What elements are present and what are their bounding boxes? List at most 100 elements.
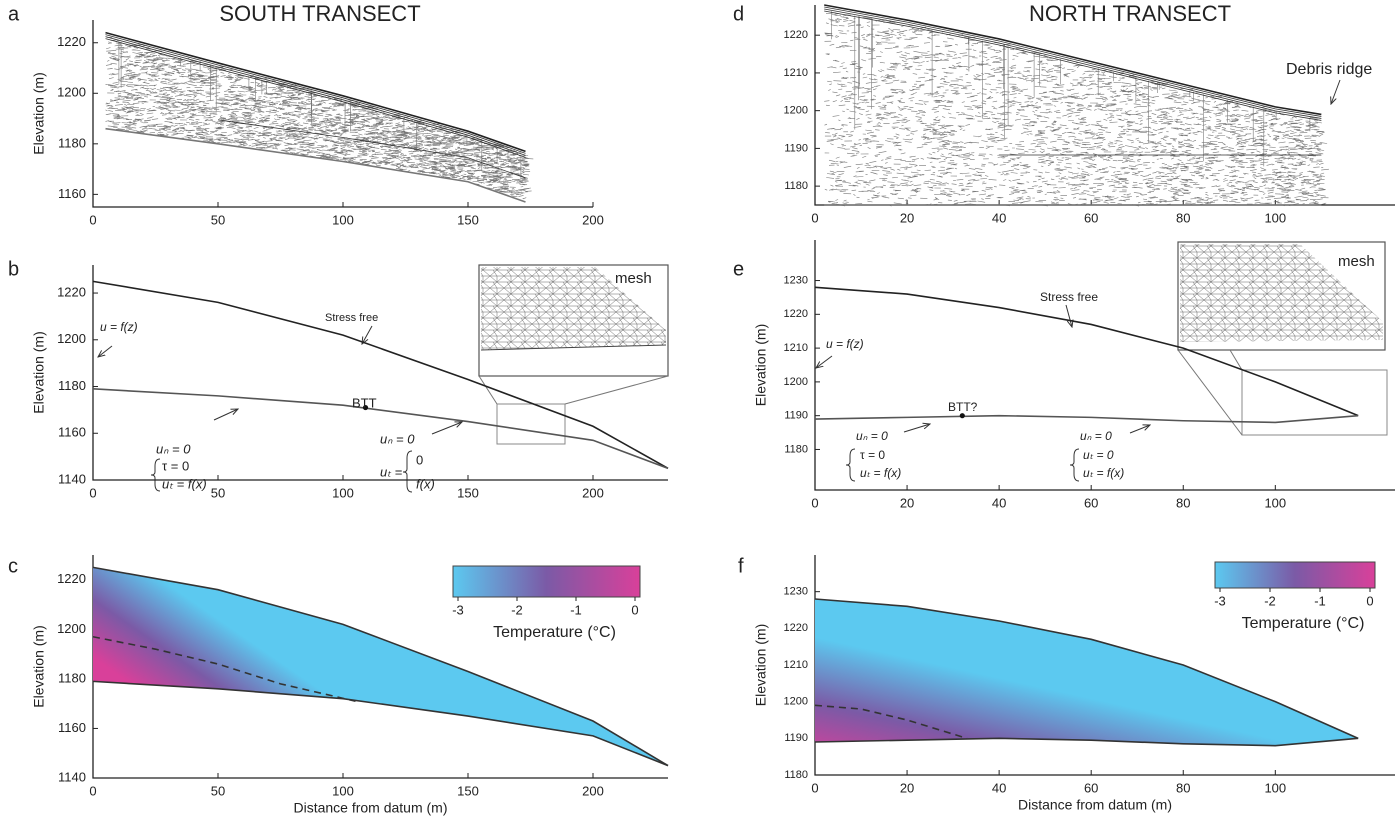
panel-label: e (733, 258, 744, 280)
radar-reflectors (105, 34, 526, 179)
y-axis-label: Elevation (m) (31, 331, 47, 413)
y-tick-label: 1210 (784, 659, 808, 671)
x-tick-label: 0 (811, 780, 818, 795)
temperature-field (815, 599, 1359, 746)
y-tick-label: 1190 (784, 732, 808, 744)
y-tick-label: 1180 (784, 180, 808, 192)
x-tick-label: 150 (457, 485, 479, 500)
annotation: u = f(z) (100, 320, 138, 334)
x-tick-label: 80 (1176, 210, 1190, 225)
annotation: Stress free (325, 312, 378, 324)
y-tick-label: 1180 (784, 769, 808, 781)
y-tick-label: 1160 (58, 186, 86, 201)
btt-point (959, 413, 965, 419)
x-tick-label: 50 (211, 783, 225, 798)
boundary-line (92, 566, 669, 767)
x-tick-label: 20 (900, 495, 914, 510)
y-tick-label: 1200 (784, 696, 808, 708)
radar-texture (105, 37, 534, 200)
panel-label: f (738, 555, 744, 577)
panel: a SOUTH TRANSECT Elevation (m) 0 50 100 150 200… (8, 1, 604, 228)
x-tick-label: 150 (457, 212, 479, 227)
temperature-field (93, 567, 668, 766)
x-tick-label: 40 (992, 495, 1006, 510)
y-tick-label: 1180 (58, 135, 86, 150)
x-tick-label: 200 (582, 485, 604, 500)
y-tick-label: 1160 (58, 720, 86, 735)
panel-title: NORTH TRANSECT (1029, 1, 1231, 26)
y-tick-label: 1180 (58, 670, 86, 685)
y-tick-label: 1220 (57, 284, 86, 299)
y-axis-label: Elevation (m) (31, 625, 47, 707)
panel: f Elevation (m) Distance from datum (m) 0 20… (738, 555, 1395, 813)
annotation: uₙ = 0 (1080, 429, 1112, 443)
boundary-line (824, 4, 1322, 116)
colorbar (452, 565, 641, 598)
x-tick-label: 100 (1264, 210, 1286, 225)
annotation: BTT (352, 395, 377, 410)
colorbar-label: Temperature (°C) (1242, 615, 1365, 632)
annotation: mesh (615, 270, 652, 287)
colorbar-tick-label: -2 (1264, 593, 1276, 608)
annotation: mesh (1338, 253, 1375, 270)
boundary-line (105, 31, 526, 153)
x-tick-label: 60 (1084, 495, 1098, 510)
colorbar-label: Temperature (°C) (493, 624, 616, 641)
boundary-line (105, 127, 526, 203)
boundary-line (92, 280, 669, 470)
boundary-line (814, 414, 1359, 424)
x-tick-label: 50 (211, 485, 225, 500)
boundary-line (814, 737, 1359, 747)
y-axis-label: Elevation (m) (753, 624, 769, 706)
annotation: uₜ = f(x) (1083, 466, 1124, 480)
x-tick-label: 100 (332, 485, 354, 500)
x-tick-label: 0 (811, 210, 818, 225)
x-tick-label: 60 (1084, 780, 1098, 795)
btt-point (362, 404, 369, 411)
colorbar (1214, 561, 1376, 589)
x-tick-label: 0 (811, 495, 818, 510)
y-tick-label: 1210 (784, 67, 808, 79)
y-tick-label: 1140 (58, 769, 86, 784)
x-axis-label: Distance from datum (m) (1018, 797, 1172, 813)
x-tick-label: 0 (89, 783, 96, 798)
x-tick-label: 100 (1264, 495, 1286, 510)
colorbar-tick-label: -3 (1214, 593, 1226, 608)
radar-texture (824, 11, 1329, 207)
boundary-line (814, 598, 1359, 740)
x-tick-label: 100 (332, 783, 354, 798)
annotation: Stress free (1040, 290, 1098, 304)
btt-isotherm (92, 635, 356, 702)
colorbar-tick-label: -1 (1314, 593, 1326, 608)
boundary-line (92, 680, 669, 767)
annotation: uₜ = f(x) (860, 466, 901, 480)
y-tick-label: 1140 (58, 471, 86, 486)
y-tick-label: 1220 (784, 308, 808, 320)
y-axis-label: Elevation (m) (753, 324, 769, 406)
annotation: Debris ridge (1286, 61, 1372, 78)
annotation: f(x) (416, 476, 435, 491)
annotation: uₜ = 0 (1083, 448, 1114, 462)
panel: c Elevation (m) Distance from datum (m) 0 50… (8, 555, 669, 816)
x-tick-label: 100 (1264, 780, 1286, 795)
colorbar-tick-label: 0 (1366, 593, 1373, 608)
annotation: uₙ = 0 (380, 431, 415, 446)
x-tick-label: 50 (211, 212, 225, 227)
panel: b Elevation (m) 0 50 100 150 200 1140 1160 1180 12… (8, 258, 669, 500)
y-tick-label: 1230 (784, 586, 808, 598)
y-tick-label: 1230 (784, 274, 808, 286)
annotation: uₙ = 0 (156, 441, 191, 456)
x-tick-label: 20 (900, 210, 914, 225)
x-tick-label: 100 (332, 212, 354, 227)
y-tick-label: 1180 (784, 443, 808, 455)
colorbar-tick-label: -2 (511, 602, 523, 617)
annotation: u = f(z) (826, 337, 864, 351)
boundary-line (814, 286, 1359, 417)
annotation: uₜ = f(x) (162, 476, 207, 491)
x-tick-label: 200 (582, 212, 604, 227)
radar-reflectors (824, 6, 1322, 156)
annotation: BTT? (948, 400, 978, 414)
annotation: uₜ = (380, 464, 403, 479)
annotation: uₙ = 0 (856, 429, 888, 443)
